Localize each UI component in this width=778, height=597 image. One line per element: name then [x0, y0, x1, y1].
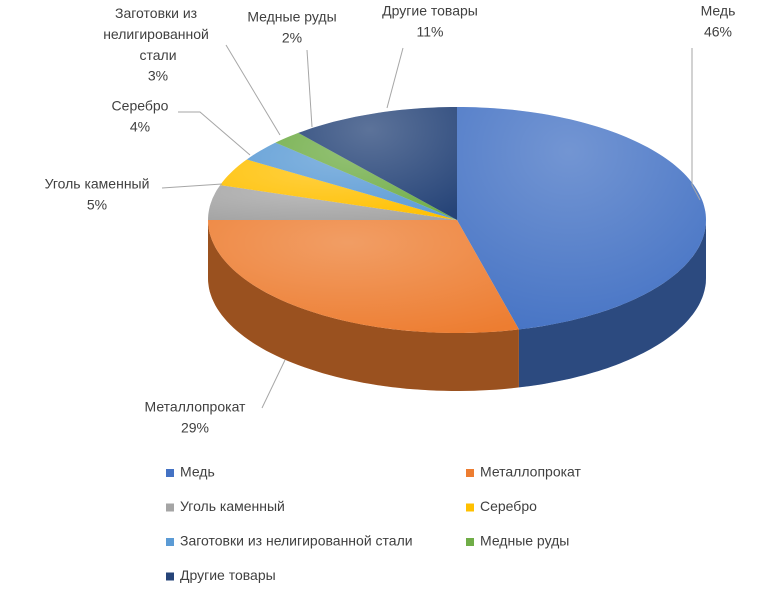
data-label-name: Металлопрокат — [145, 399, 247, 415]
legend-swatch — [466, 538, 474, 546]
data-label-name: Заготовки из нелигированной стали — [103, 5, 213, 63]
slice-side — [208, 220, 519, 391]
data-label-value: 11% — [417, 24, 444, 40]
data-label-value: 46% — [704, 24, 732, 40]
legend-label: Заготовки из нелигированной стали — [180, 533, 413, 549]
data-label-name: Медные руды — [247, 9, 336, 25]
data-label-value: 4% — [130, 119, 150, 135]
slice-side-shade — [208, 220, 519, 391]
slice-highlight — [208, 185, 457, 220]
leader-line — [261, 359, 286, 409]
leader-line — [691, 48, 701, 201]
data-label-value: 5% — [87, 197, 107, 213]
slice-side — [518, 220, 706, 388]
slice-side-shade — [518, 220, 706, 388]
legend-swatch — [466, 503, 474, 512]
data-label-name: Медь — [701, 3, 736, 19]
data-label-name: Другие товары — [382, 3, 478, 19]
legend-label: Медные руды — [480, 533, 569, 549]
legend-label: Медь — [180, 464, 215, 480]
legend-label: Металлопрокат — [480, 464, 582, 480]
legend-swatch — [166, 538, 174, 546]
legend-label: Уголь каменный — [180, 498, 285, 514]
leader-line — [178, 111, 251, 156]
slice-highlight — [298, 107, 457, 220]
legend-swatch — [166, 503, 174, 512]
legend-label: Серебро — [480, 498, 537, 514]
leader-line — [306, 49, 313, 128]
data-label-name: Уголь каменный — [45, 176, 150, 192]
slice-highlight — [275, 132, 457, 220]
data-label-value: 2% — [282, 30, 302, 46]
data-label-value: 29% — [181, 420, 209, 436]
data-label-value: 3% — [148, 68, 168, 84]
legend-label: Другие товары — [180, 567, 276, 583]
slice-highlight — [457, 107, 706, 330]
legend-swatch — [166, 469, 174, 477]
legend-swatch — [166, 572, 174, 581]
slice-highlight — [208, 220, 519, 333]
leader-line — [386, 47, 404, 109]
slice-highlight — [246, 142, 457, 220]
leader-line — [225, 44, 281, 136]
slice-highlight — [220, 159, 457, 220]
leader-line — [161, 183, 223, 189]
data-label-name: Серебро — [112, 98, 169, 114]
legend-swatch — [466, 469, 474, 477]
